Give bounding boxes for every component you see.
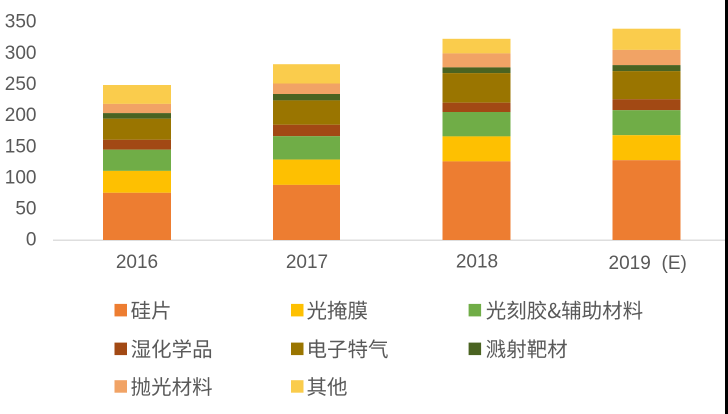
svg-text:350: 350 — [5, 12, 37, 33]
svg-text:250: 250 — [5, 74, 37, 95]
svg-text:150: 150 — [5, 136, 37, 157]
svg-text:2017: 2017 — [286, 252, 328, 273]
svg-text:200: 200 — [5, 105, 37, 126]
svg-text:2018: 2018 — [456, 252, 498, 273]
svg-text:100: 100 — [5, 167, 37, 188]
svg-text:300: 300 — [5, 43, 37, 64]
svg-text:(E): (E) — [662, 253, 687, 274]
svg-text:2016: 2016 — [116, 252, 158, 273]
svg-text:50: 50 — [15, 199, 36, 220]
svg-text:0: 0 — [26, 230, 37, 251]
svg-text:2019: 2019 — [609, 253, 651, 274]
